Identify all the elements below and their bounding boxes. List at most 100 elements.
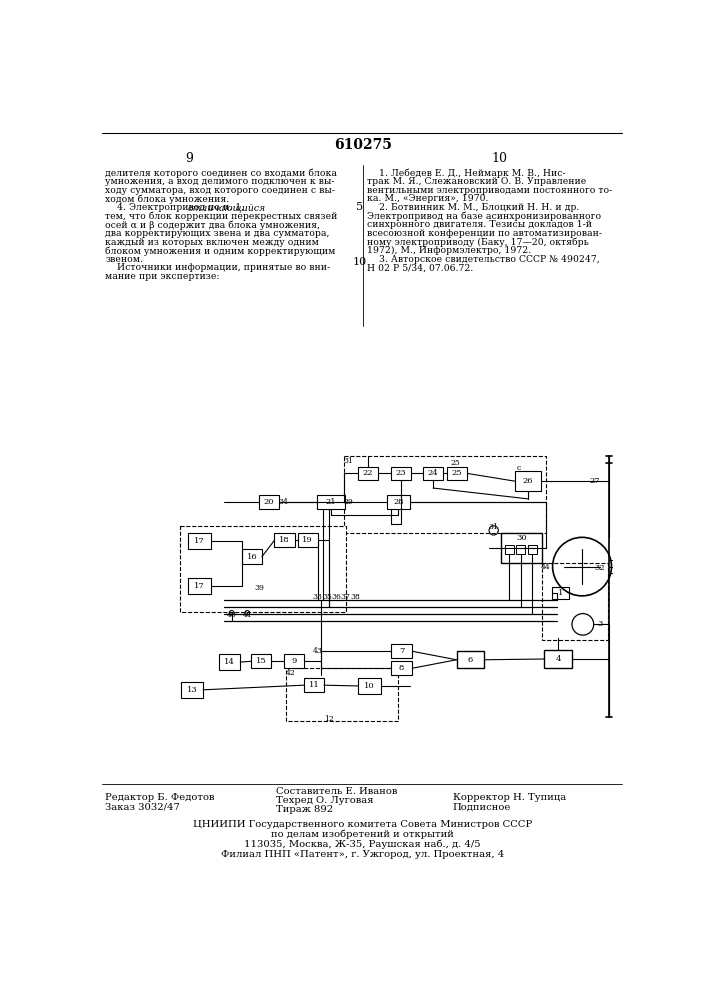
Text: 9: 9 — [291, 657, 296, 665]
Text: 11: 11 — [308, 681, 320, 689]
Text: 3: 3 — [597, 620, 602, 628]
Text: c: c — [516, 464, 520, 472]
Text: 4. Электропривод по п. 1,: 4. Электропривод по п. 1, — [105, 203, 247, 212]
Text: 34: 34 — [278, 498, 288, 506]
Text: 31: 31 — [343, 457, 353, 465]
Bar — [187, 578, 211, 594]
Text: Составитель Е. Иванов: Составитель Е. Иванов — [276, 787, 397, 796]
Text: 44: 44 — [541, 563, 551, 571]
Text: Техред О. Луговая: Техред О. Луговая — [276, 796, 373, 805]
Text: 14: 14 — [224, 658, 235, 666]
Text: звеном.: звеном. — [105, 255, 144, 264]
Bar — [391, 661, 412, 675]
Bar — [501, 533, 542, 563]
Bar — [457, 651, 484, 668]
Text: 6: 6 — [468, 656, 473, 664]
Text: 35: 35 — [322, 593, 332, 601]
Text: делителя которого соединен со входами блока: делителя которого соединен со входами бл… — [105, 169, 337, 178]
Text: 38: 38 — [350, 593, 360, 601]
Bar — [515, 471, 541, 491]
Bar — [552, 587, 569, 599]
Bar — [528, 545, 537, 554]
Bar — [317, 495, 345, 509]
Text: 10: 10 — [364, 682, 375, 690]
Text: 17: 17 — [194, 537, 204, 545]
Text: 13: 13 — [187, 686, 197, 694]
Bar — [242, 549, 262, 564]
Text: мание при экспертизе:: мание при экспертизе: — [105, 272, 220, 281]
Text: Редактор Б. Федотов: Редактор Б. Федотов — [105, 793, 215, 802]
Text: блоком умножения и одним корректирующим: блоком умножения и одним корректирующим — [105, 246, 336, 256]
Text: по делам изобретений и открытий: по делам изобретений и открытий — [271, 830, 454, 839]
Text: Филиал ПНП «Патент», г. Ужгород, ул. Проектная, 4: Филиал ПНП «Патент», г. Ужгород, ул. Про… — [221, 850, 504, 859]
Bar — [344, 456, 546, 533]
Text: 40: 40 — [227, 611, 237, 619]
Bar — [274, 533, 295, 547]
Text: ка. М., «Энергия», 1970.: ка. М., «Энергия», 1970. — [368, 194, 489, 203]
Text: 9: 9 — [185, 152, 193, 165]
Text: Корректор Н. Тупица: Корректор Н. Тупица — [452, 793, 566, 802]
Bar — [358, 466, 378, 480]
Text: 16: 16 — [247, 553, 257, 561]
Text: 36: 36 — [332, 593, 341, 601]
Text: 42: 42 — [286, 669, 296, 677]
Text: осей α и β содержит два блока умножения,: осей α и β содержит два блока умножения, — [105, 220, 320, 230]
Bar — [304, 678, 324, 692]
Text: ходом блока умножения.: ходом блока умножения. — [105, 194, 230, 204]
Bar — [505, 545, 514, 554]
Text: 1: 1 — [558, 589, 563, 597]
Bar — [387, 495, 410, 509]
Text: 20: 20 — [264, 498, 274, 506]
Text: 5: 5 — [356, 202, 363, 212]
Bar — [516, 545, 525, 554]
Text: 30: 30 — [516, 534, 527, 542]
Bar — [180, 526, 346, 612]
Bar — [251, 654, 271, 668]
Text: 7: 7 — [399, 647, 404, 655]
Text: Электропривод на базе асинхронизированного: Электропривод на базе асинхронизированно… — [368, 212, 602, 221]
Text: умножения, а вход делимого подключен к вы-: умножения, а вход делимого подключен к в… — [105, 177, 335, 186]
Text: ЦНИИПИ Государственного комитета Совета Министров СССР: ЦНИИПИ Государственного комитета Совета … — [193, 820, 532, 829]
Bar — [259, 495, 279, 509]
Text: ному электроприводу (Баку, 17—20, октябрь: ному электроприводу (Баку, 17—20, октябр… — [368, 238, 589, 247]
Text: Источники информации, принятые во вни-: Источники информации, принятые во вни- — [105, 263, 331, 272]
Text: каждый из которых включен между одним: каждый из которых включен между одним — [105, 238, 320, 247]
Bar — [182, 682, 203, 698]
Text: 25: 25 — [452, 469, 462, 477]
Text: 8: 8 — [399, 664, 404, 672]
Text: 39: 39 — [254, 584, 264, 592]
Text: 12: 12 — [324, 715, 334, 723]
Text: 37: 37 — [341, 593, 351, 601]
Text: 610275: 610275 — [334, 138, 392, 152]
Bar — [218, 654, 240, 670]
Bar — [542, 563, 607, 640]
Text: 1972), М., Информэлектро, 1972.: 1972), М., Информэлектро, 1972. — [368, 246, 532, 255]
Bar — [544, 650, 572, 668]
Text: Заказ 3032/47: Заказ 3032/47 — [105, 802, 180, 811]
Text: 10: 10 — [491, 152, 507, 165]
Text: 22: 22 — [363, 469, 373, 477]
Text: 23: 23 — [395, 469, 406, 477]
Text: 4: 4 — [555, 655, 561, 663]
Text: 41: 41 — [243, 611, 252, 619]
Text: синхронного двигателя. Тезисы докладов 1-й: синхронного двигателя. Тезисы докладов 1… — [368, 220, 592, 229]
Text: 10: 10 — [353, 257, 367, 267]
Text: трак М. Я., Слежановский О. В. Управление: трак М. Я., Слежановский О. В. Управлени… — [368, 177, 587, 186]
Text: 21: 21 — [326, 498, 337, 506]
Text: Н 02 Р 5/34, 07.06.72.: Н 02 Р 5/34, 07.06.72. — [368, 263, 474, 272]
Text: 25: 25 — [451, 459, 460, 467]
Bar — [358, 678, 381, 694]
Text: два корректирующих звена и два сумматора,: два корректирующих звена и два сумматора… — [105, 229, 329, 238]
Bar — [286, 668, 398, 721]
Text: 31: 31 — [489, 523, 498, 531]
Text: всесоюзной конференции по автоматизирован-: всесоюзной конференции по автоматизирова… — [368, 229, 602, 238]
Text: 24: 24 — [428, 469, 438, 477]
Text: 43: 43 — [312, 647, 322, 655]
Text: 18: 18 — [279, 536, 290, 544]
Bar — [391, 644, 412, 658]
Bar — [448, 466, 467, 480]
Bar — [423, 466, 443, 480]
Text: 33: 33 — [312, 593, 323, 601]
Text: Тираж 892: Тираж 892 — [276, 805, 333, 814]
Text: 17: 17 — [194, 582, 204, 590]
